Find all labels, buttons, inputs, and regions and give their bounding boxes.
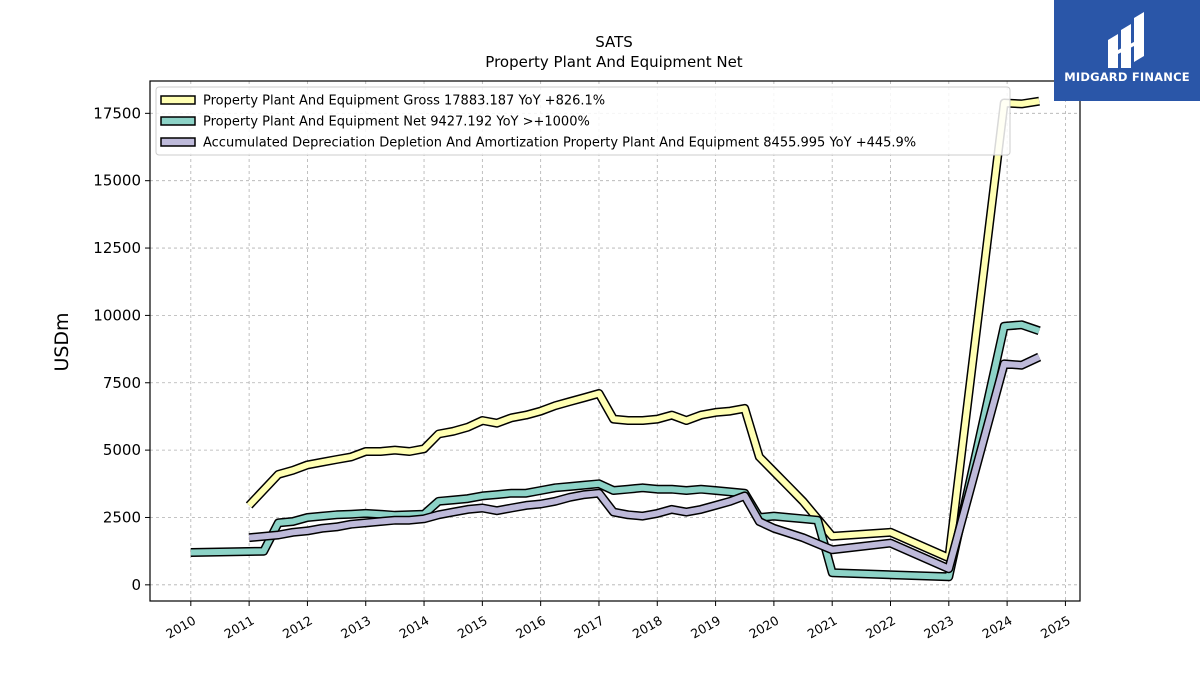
x-tick-label: 2010 <box>163 613 198 642</box>
y-axis-label: USDm <box>51 312 73 371</box>
legend-swatch-2 <box>160 137 196 147</box>
series-line-0 <box>246 98 1040 561</box>
x-tick-label: 2011 <box>222 613 257 642</box>
series-outline-2 <box>248 352 1042 574</box>
x-tick-label: 2017 <box>571 613 606 642</box>
brand-logo: MIDGARD FINANCE <box>1054 0 1200 101</box>
x-tick-label: 2024 <box>980 613 1015 642</box>
y-tick-label: 7500 <box>103 374 141 392</box>
x-axis: 2010 2011 2012 2013 2014 2015 2016 2017 2018 2019… <box>163 601 1073 642</box>
x-tick-label: 2025 <box>1038 613 1073 642</box>
x-tick-label: 2021 <box>805 613 840 642</box>
x-tick-label: 2020 <box>746 613 781 642</box>
legend-swatch-0 <box>160 95 196 105</box>
x-tick-label: 2014 <box>396 613 431 642</box>
y-tick-label: 15000 <box>93 172 141 190</box>
y-tick-label: 17500 <box>93 104 141 122</box>
legend-label-1: Property Plant And Equipment Net 9427.19… <box>203 115 590 130</box>
x-tick-label: 2023 <box>921 613 956 642</box>
y-tick-label: 2500 <box>103 508 141 526</box>
series-line-1 <box>190 321 1041 580</box>
chart-title: SATS <box>595 33 633 51</box>
plot-frame <box>149 80 1081 602</box>
x-tick-label: 2013 <box>338 613 373 642</box>
series-layer <box>190 96 1042 582</box>
series-line-2 <box>248 354 1041 572</box>
y-tick-label: 12500 <box>93 239 141 257</box>
y-axis: 0 2500 5000 7500 10000 12500 15000 17500 <box>93 104 150 594</box>
legend: Property Plant And Equipment Gross 17883… <box>155 86 1011 156</box>
logo-text: MIDGARD FINANCE <box>1064 70 1190 84</box>
x-tick-label: 2015 <box>455 613 490 642</box>
x-tick-label: 2022 <box>863 613 898 642</box>
x-tick-label: 2019 <box>688 613 723 642</box>
y-tick-label: 10000 <box>93 306 141 324</box>
legend-label-2: Accumulated Depreciation Depletion And A… <box>203 136 916 151</box>
x-tick-label: 2018 <box>630 613 665 642</box>
legend-swatch-1 <box>160 116 196 126</box>
logo-mark-icon <box>1108 12 1144 68</box>
y-tick-label: 5000 <box>103 441 141 459</box>
chart-subtitle: Property Plant And Equipment Net <box>485 53 742 71</box>
x-tick-label: 2012 <box>280 613 315 642</box>
y-tick-label: 0 <box>131 576 141 594</box>
x-tick-label: 2016 <box>513 613 548 642</box>
legend-box <box>155 86 1011 156</box>
legend-label-0: Property Plant And Equipment Gross 17883… <box>203 94 605 109</box>
